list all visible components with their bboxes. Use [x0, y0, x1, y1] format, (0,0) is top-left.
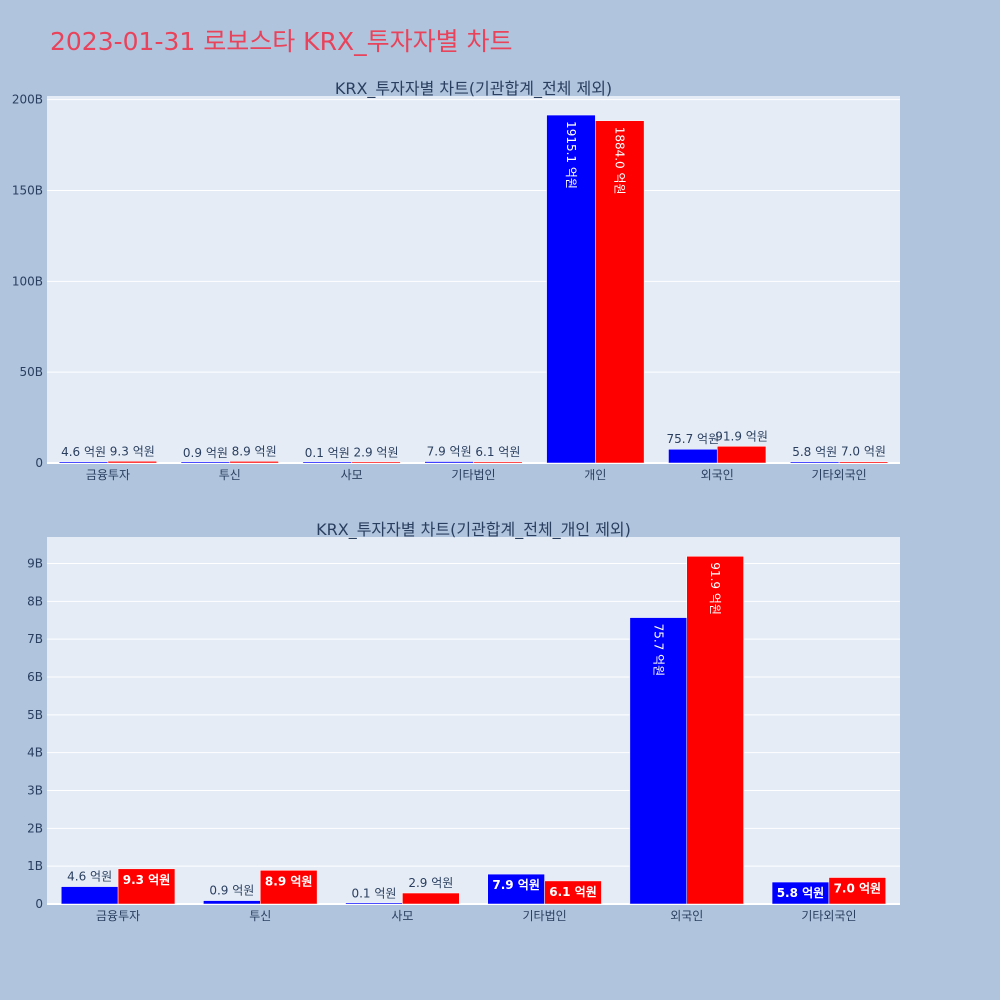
- bar-buy: [790, 461, 840, 464]
- bar-buy: [203, 900, 261, 905]
- x-tick-label: 기타외국인: [811, 468, 866, 482]
- bar-buy: [58, 461, 109, 464]
- chart-bottom: KRX_투자자별 차트(기관합계_전체_개인 제외) 0 1B 2B 3B 4B 5B 6B 7…: [27, 520, 900, 923]
- data-label: 7.0 억원: [841, 445, 886, 459]
- bar-buy: [60, 886, 119, 905]
- data-label: 8.9 억원: [265, 874, 313, 888]
- bar-sell: [107, 461, 157, 464]
- data-label: 6.1 억원: [549, 885, 597, 899]
- data-label: 75.7 억원: [667, 432, 720, 446]
- x-tick-label: 외국인: [701, 468, 734, 482]
- x-tick-label: 사모: [341, 468, 363, 482]
- x-tick-label: 외국인: [670, 909, 703, 923]
- y-tick-label: 150B: [12, 183, 43, 197]
- data-label: 75.7 억원: [651, 624, 665, 677]
- chart-title: KRX_투자자별 차트(기관합계_전체_개인 제외): [316, 520, 631, 540]
- x-tick-label: 사모: [391, 909, 413, 923]
- plot-area: [47, 96, 900, 463]
- data-label: 9.3 억원: [123, 873, 171, 887]
- x-tick-label: 기타외국인: [801, 909, 856, 923]
- y-tick-label: 4B: [27, 746, 43, 760]
- bar-sell: [117, 868, 176, 905]
- plot-area: [47, 537, 900, 904]
- bar-buy: [424, 461, 474, 464]
- x-tick-label: 기타법인: [522, 909, 566, 923]
- bar-sell: [229, 461, 279, 464]
- y-tick-label: 7B: [27, 632, 43, 646]
- data-label: 0.9 억원: [183, 446, 228, 460]
- x-tick-label: 금융투자: [96, 909, 140, 923]
- y-tick-label: 0: [35, 456, 43, 470]
- bar-sell: [838, 461, 889, 464]
- chart-top: KRX_투자자별 차트(기관합계_전체 제외) 0 50B 100B 150B 200B 금…: [12, 79, 900, 482]
- y-tick-label: 2B: [27, 821, 43, 835]
- y-tick-label: 9B: [27, 556, 43, 570]
- x-tick-label: 기타법인: [451, 468, 495, 482]
- bar-buy: [180, 461, 231, 464]
- y-tick-label: 200B: [12, 93, 43, 107]
- y-tick-label: 0: [35, 897, 43, 911]
- data-label: 91.9 억원: [708, 562, 722, 615]
- chart-title: KRX_투자자별 차트(기관합계_전체 제외): [335, 79, 612, 99]
- data-label: 5.8 억원: [792, 445, 837, 459]
- bar-sell: [828, 877, 887, 905]
- data-label: 9.3 억원: [110, 444, 155, 458]
- bar-sell: [716, 446, 767, 464]
- data-label: 4.6 억원: [61, 445, 106, 459]
- data-label: 0.1 억원: [351, 887, 396, 901]
- bar-sell: [595, 120, 645, 464]
- bar-buy: [345, 902, 403, 905]
- bar-sell: [544, 880, 602, 905]
- data-label: 8.9 억원: [232, 444, 277, 458]
- data-label: 6.1 억원: [475, 445, 520, 459]
- data-label: 1915.1 억원: [564, 121, 578, 189]
- y-tick-label: 1B: [27, 859, 43, 873]
- data-label: 7.9 억원: [427, 445, 472, 459]
- bar-sell: [473, 461, 523, 464]
- data-label: 5.8 억원: [777, 886, 825, 900]
- data-label: 1884.0 억원: [613, 127, 627, 195]
- data-label: 2.9 억원: [408, 876, 453, 890]
- bar-buy: [302, 461, 352, 464]
- x-tick-label: 개인: [584, 468, 606, 482]
- data-label: 4.6 억원: [67, 870, 112, 884]
- data-label: 2.9 억원: [354, 445, 399, 459]
- x-tick-label: 투신: [219, 468, 241, 482]
- y-tick-label: 8B: [27, 594, 43, 608]
- data-label: 7.0 억원: [834, 882, 882, 896]
- y-tick-label: 50B: [19, 365, 43, 379]
- bar-sell: [402, 892, 460, 905]
- x-tick-label: 투신: [249, 909, 271, 923]
- data-label: 7.9 억원: [492, 878, 540, 892]
- bar-buy: [546, 114, 596, 464]
- y-tick-label: 6B: [27, 670, 43, 684]
- y-tick-label: 3B: [27, 783, 43, 797]
- y-tick-label: 100B: [12, 274, 43, 288]
- page-title: 2023-01-31 로보스타 KRX_투자자별 차트: [50, 27, 513, 56]
- bar-buy: [668, 448, 718, 464]
- data-label: 91.9 억원: [715, 429, 768, 443]
- bar-buy: [629, 617, 688, 905]
- bar-sell: [351, 461, 401, 464]
- y-tick-label: 5B: [27, 708, 43, 722]
- data-label: 0.1 억원: [305, 446, 350, 460]
- bar-sell: [260, 870, 318, 905]
- data-label: 0.9 억원: [209, 884, 254, 898]
- bar-sell: [686, 556, 744, 905]
- x-tick-label: 금융투자: [86, 468, 130, 482]
